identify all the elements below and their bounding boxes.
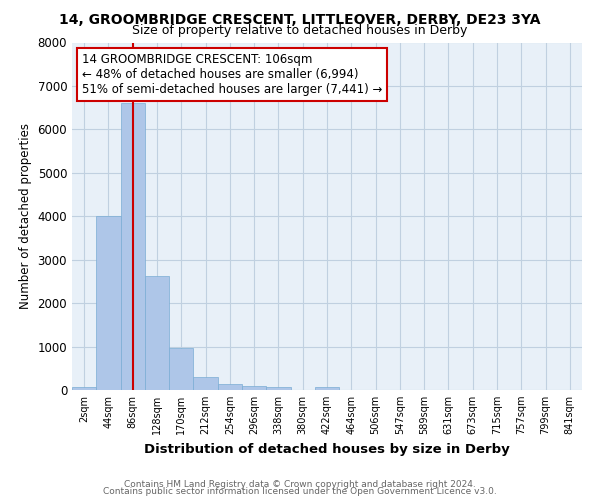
Bar bbox=[145, 276, 169, 390]
Text: Contains public sector information licensed under the Open Government Licence v3: Contains public sector information licen… bbox=[103, 488, 497, 496]
Text: Size of property relative to detached houses in Derby: Size of property relative to detached ho… bbox=[133, 24, 467, 37]
Bar bbox=[169, 348, 193, 390]
Y-axis label: Number of detached properties: Number of detached properties bbox=[19, 123, 32, 309]
Bar bbox=[96, 216, 121, 390]
Bar bbox=[193, 376, 218, 390]
Bar bbox=[121, 104, 145, 390]
Bar bbox=[242, 386, 266, 390]
Bar bbox=[72, 386, 96, 390]
Text: Contains HM Land Registry data © Crown copyright and database right 2024.: Contains HM Land Registry data © Crown c… bbox=[124, 480, 476, 489]
Bar bbox=[266, 388, 290, 390]
Text: 14 GROOMBRIDGE CRESCENT: 106sqm
← 48% of detached houses are smaller (6,994)
51%: 14 GROOMBRIDGE CRESCENT: 106sqm ← 48% of… bbox=[82, 53, 383, 96]
Bar bbox=[218, 384, 242, 390]
X-axis label: Distribution of detached houses by size in Derby: Distribution of detached houses by size … bbox=[144, 442, 510, 456]
Bar bbox=[315, 388, 339, 390]
Text: 14, GROOMBRIDGE CRESCENT, LITTLEOVER, DERBY, DE23 3YA: 14, GROOMBRIDGE CRESCENT, LITTLEOVER, DE… bbox=[59, 12, 541, 26]
